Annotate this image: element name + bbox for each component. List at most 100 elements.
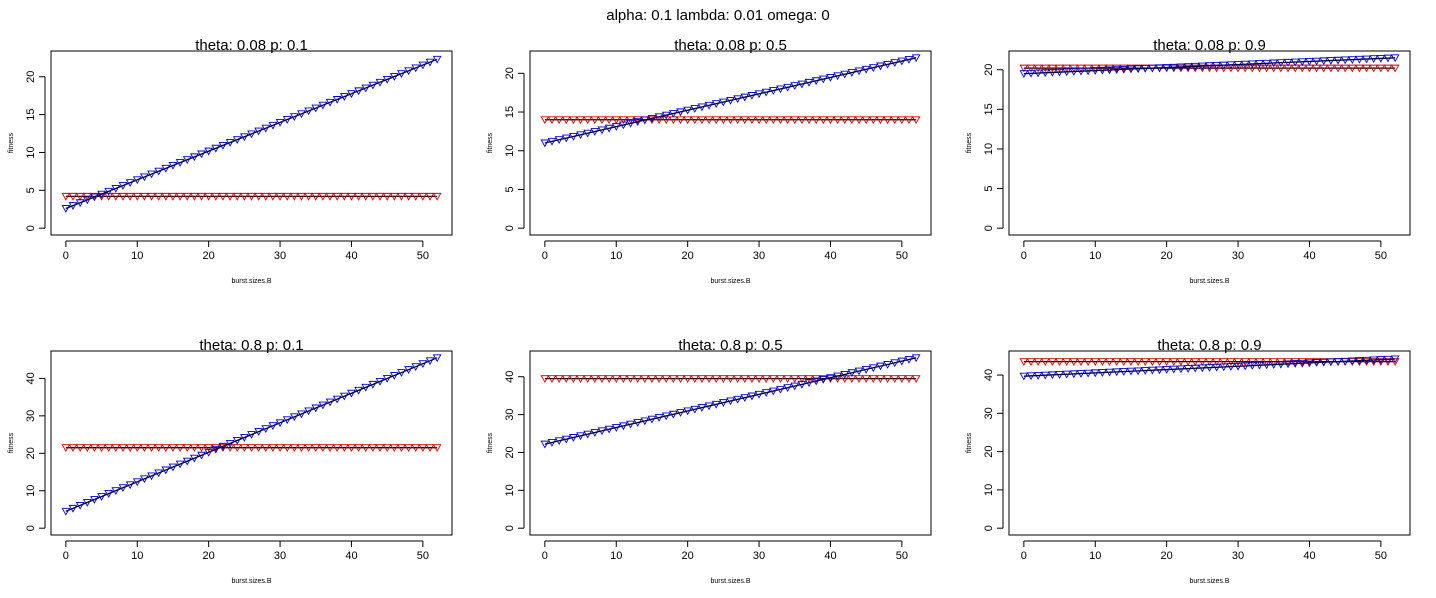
plot-panel-2: theta: 0.08 p: 0.50 10 20 30 40 50burst.sizes… xyxy=(487,37,932,285)
data-point xyxy=(833,372,842,381)
data-point xyxy=(661,375,671,383)
data-point xyxy=(1112,66,1122,75)
x-tick-label: 40 xyxy=(824,250,836,262)
data-point xyxy=(776,116,785,125)
data-point xyxy=(1283,58,1293,67)
data-point xyxy=(669,110,678,118)
data-point xyxy=(61,205,71,213)
data-point xyxy=(754,116,764,125)
data-point xyxy=(368,380,378,389)
data-point xyxy=(347,389,356,398)
data-point xyxy=(318,101,328,110)
data-point xyxy=(1219,358,1229,366)
data-point xyxy=(1197,358,1207,366)
data-point xyxy=(225,439,235,448)
data-point xyxy=(75,501,85,510)
y-tick-label: 15 xyxy=(983,103,995,115)
data-point xyxy=(1055,68,1064,77)
data-point xyxy=(311,444,321,452)
data-point xyxy=(1169,358,1179,366)
data-point xyxy=(332,192,342,201)
data-point xyxy=(1076,370,1086,378)
y-axis-label: fitness xyxy=(487,432,494,453)
data-point xyxy=(1326,57,1336,65)
data-point xyxy=(826,116,835,125)
data-point xyxy=(1219,363,1229,372)
data-point xyxy=(354,192,363,201)
x-tick-label: 30 xyxy=(1232,550,1244,562)
data-point xyxy=(847,369,857,378)
data-point xyxy=(104,187,114,196)
data-point xyxy=(168,444,178,452)
data-point xyxy=(790,116,800,125)
data-point xyxy=(754,375,764,383)
data-point xyxy=(890,359,900,368)
data-point xyxy=(147,192,156,201)
data-point xyxy=(540,375,550,383)
data-point xyxy=(1240,64,1250,73)
data-point xyxy=(1090,358,1100,366)
data-point xyxy=(1176,358,1186,366)
data-point xyxy=(1362,55,1371,64)
data-point xyxy=(804,78,814,87)
x-tick-label: 30 xyxy=(274,250,286,262)
data-point xyxy=(897,357,907,366)
data-point xyxy=(311,104,321,113)
data-point xyxy=(1340,357,1350,366)
data-point xyxy=(1305,359,1314,368)
data-point xyxy=(425,357,435,366)
data-point xyxy=(239,434,249,442)
data-point xyxy=(1326,358,1336,367)
data-point xyxy=(826,74,835,82)
data-point xyxy=(1048,68,1057,77)
y-axis: 0 5 10 15 20 xyxy=(983,64,1004,231)
data-point xyxy=(1233,358,1243,366)
data-point xyxy=(1169,365,1179,374)
x-axis: 0 10 20 30 40 50 xyxy=(542,240,908,262)
data-point xyxy=(554,375,564,383)
data-point xyxy=(297,192,306,201)
data-point xyxy=(375,192,385,201)
data-point xyxy=(718,116,728,125)
data-point xyxy=(1369,358,1379,366)
x-tick-label: 0 xyxy=(542,250,548,262)
data-point xyxy=(911,54,921,63)
data-point xyxy=(697,404,707,412)
data-point xyxy=(254,444,264,452)
data-point xyxy=(147,444,156,452)
x-tick-label: 30 xyxy=(274,550,286,562)
panel-title: theta: 0.08 p: 0.5 xyxy=(674,37,787,54)
plot-panel-3: theta: 0.08 p: 0.90 10 20 30 40 50burst.sizes… xyxy=(966,37,1411,285)
data-point xyxy=(232,136,242,144)
data-point xyxy=(154,469,164,478)
x-axis: 0 10 20 30 40 50 xyxy=(63,540,429,562)
data-point xyxy=(261,444,271,452)
data-point xyxy=(1112,358,1122,366)
data-point xyxy=(332,444,342,452)
data-point xyxy=(1162,64,1172,72)
data-point xyxy=(1297,358,1307,366)
series-blue xyxy=(61,55,442,213)
data-point xyxy=(676,409,685,417)
data-point xyxy=(347,192,356,201)
data-point xyxy=(397,192,406,201)
data-point xyxy=(669,375,678,383)
data-point xyxy=(254,127,264,136)
x-tick-label: 20 xyxy=(682,550,694,562)
y-tick-label: 10 xyxy=(983,143,995,155)
data-point xyxy=(168,162,178,170)
data-point xyxy=(204,448,214,457)
data-point xyxy=(633,116,643,125)
plot-frame xyxy=(1008,50,1411,236)
data-point xyxy=(304,444,313,452)
data-point xyxy=(1090,67,1100,75)
data-point xyxy=(1090,369,1100,378)
data-point xyxy=(118,484,128,493)
data-point xyxy=(811,77,821,86)
data-point xyxy=(840,116,850,125)
data-point xyxy=(261,425,271,433)
data-point xyxy=(1105,358,1114,366)
data-point xyxy=(1197,62,1207,71)
data-point xyxy=(1133,65,1143,74)
